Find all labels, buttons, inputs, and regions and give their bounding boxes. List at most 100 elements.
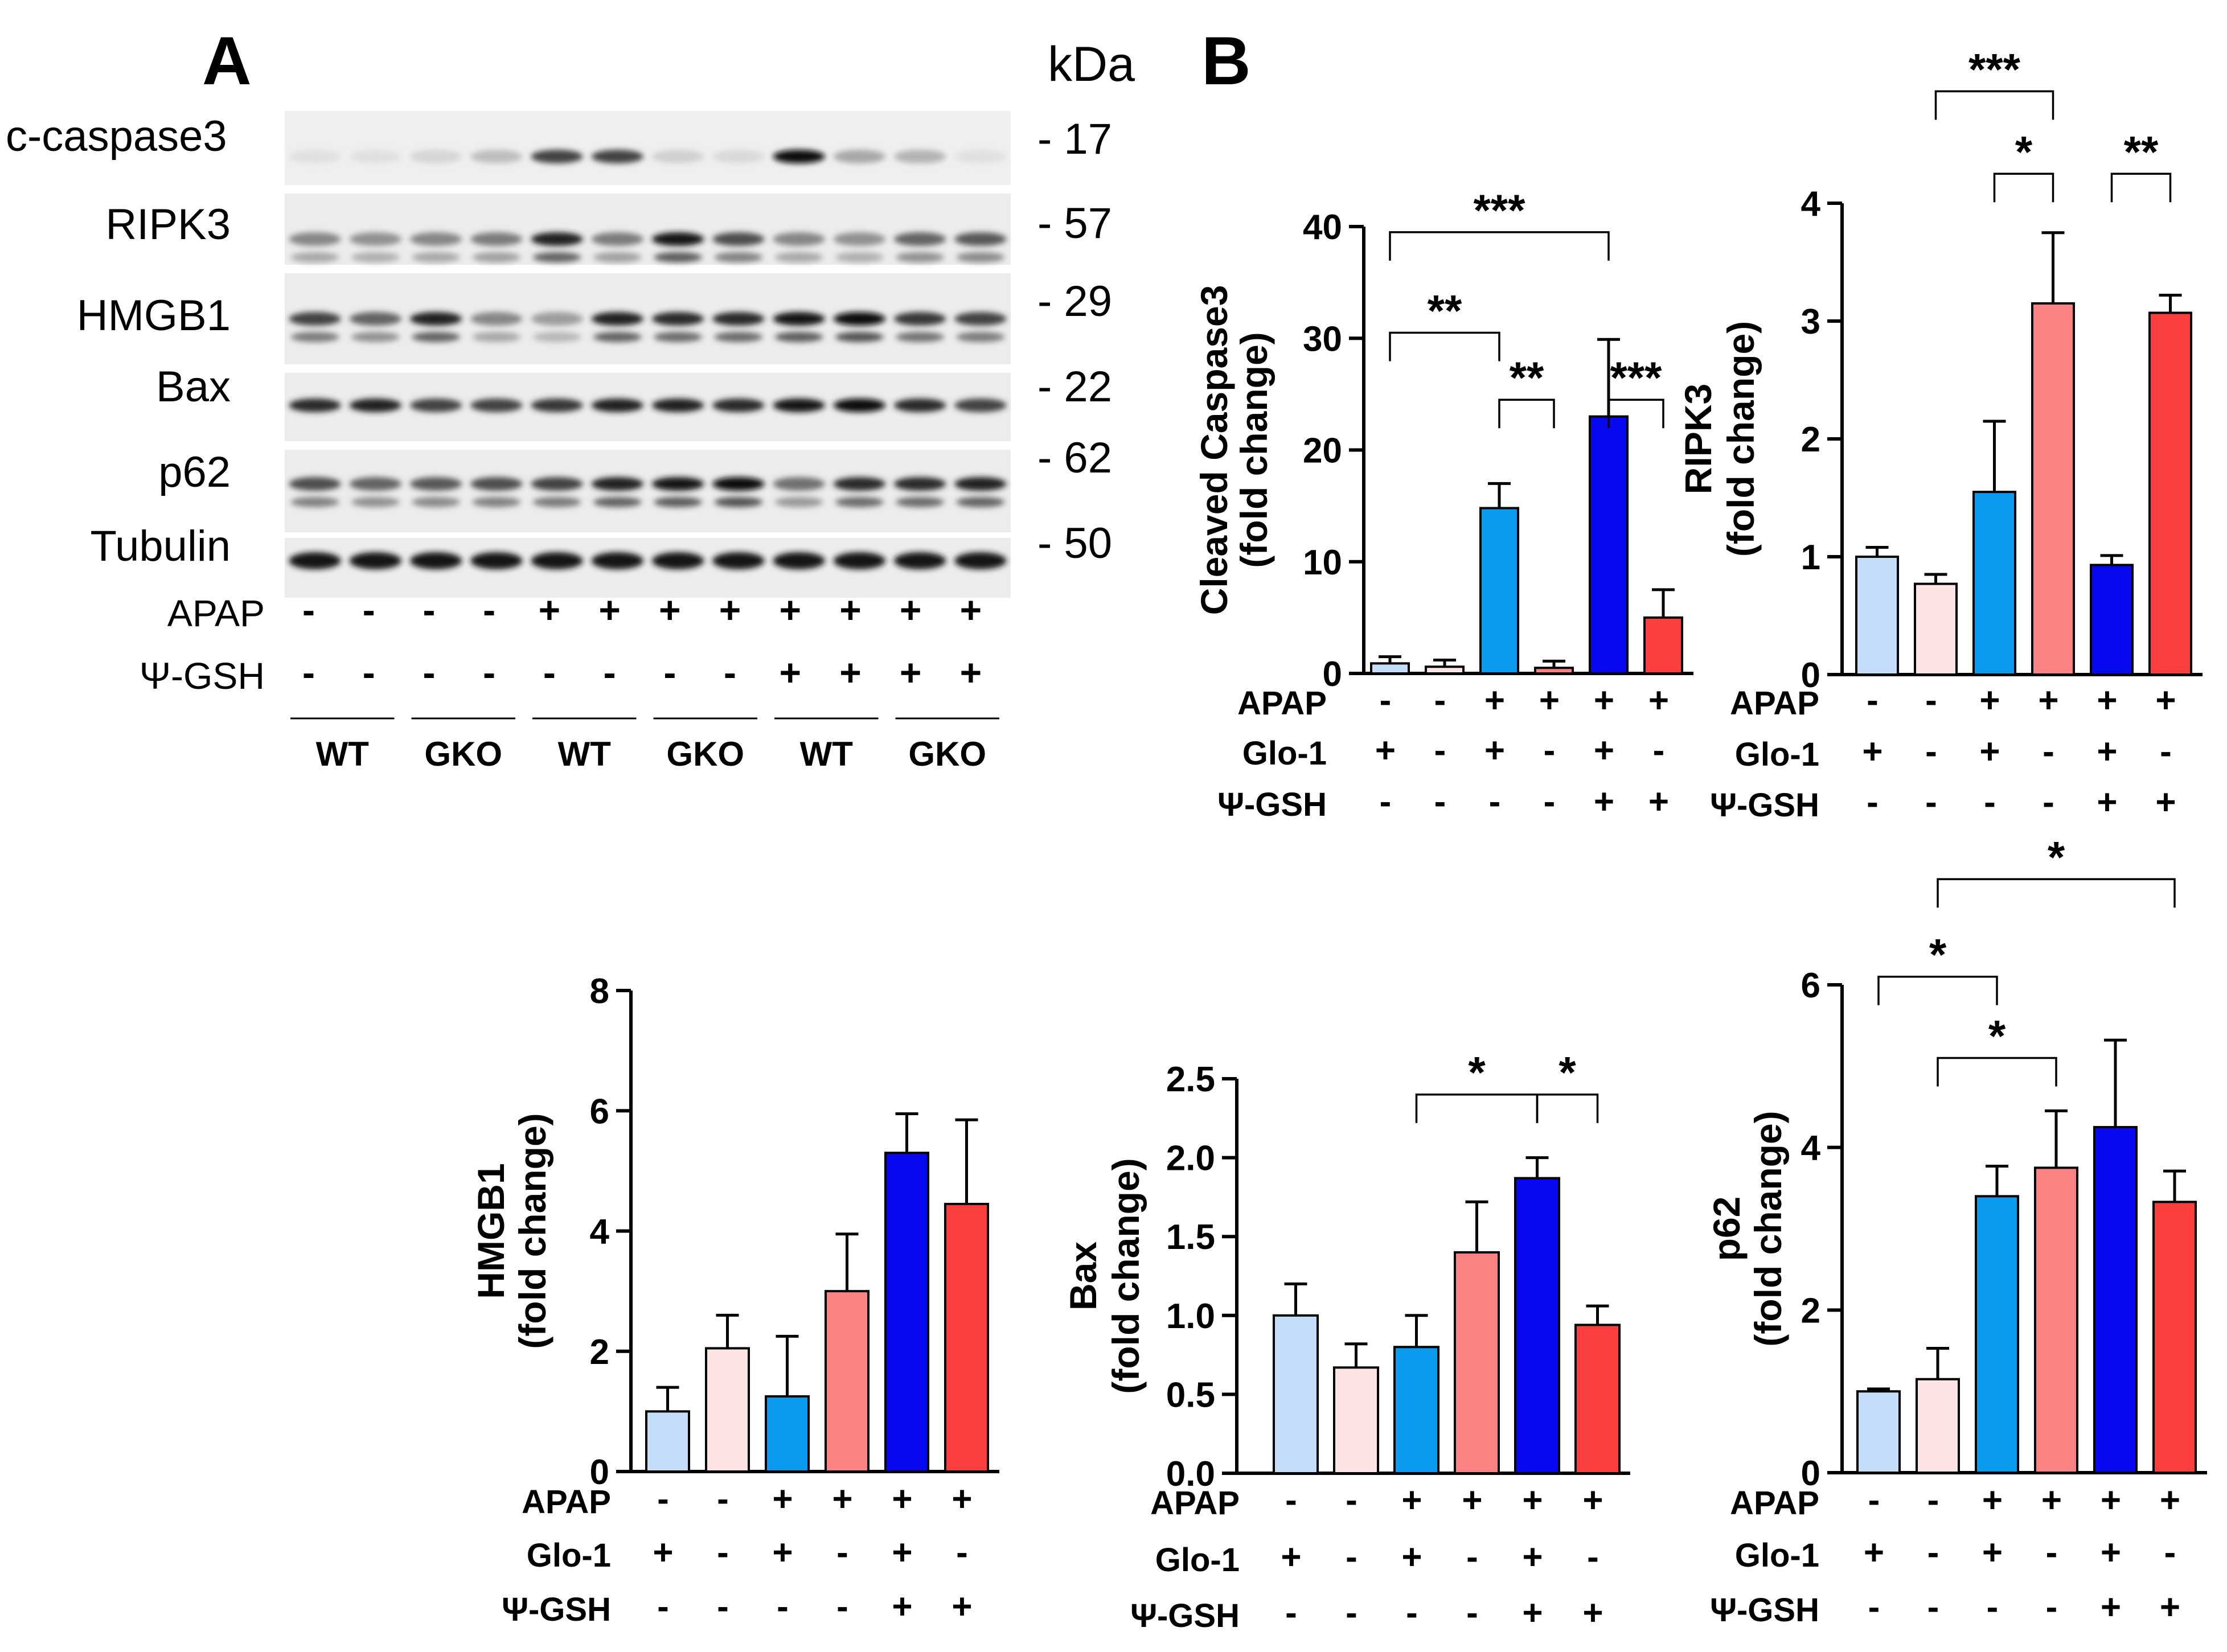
blot-band [531, 312, 583, 326]
treatment-sign: - [2046, 1533, 2058, 1572]
y-axis-label: (fold change) [511, 1113, 553, 1349]
blot-band-lower [593, 252, 642, 262]
significance-bracket [1389, 331, 1500, 361]
blot-band-lower [774, 332, 823, 342]
treatment-sign: + [1484, 731, 1505, 770]
treatment-sign: + [2155, 783, 2176, 822]
treatment-sign: + [2038, 681, 2058, 720]
treatment-sign: + [952, 1480, 972, 1519]
treatment-sign: - [1987, 1588, 1999, 1627]
treatment-sign: + [1582, 1593, 1603, 1633]
blot-band-lower [412, 332, 461, 342]
kda-marker: - 29 [1037, 277, 1112, 326]
blot-band [893, 312, 946, 326]
treatment-row-label: Ψ-GSH [1130, 1597, 1240, 1634]
blot-band [409, 232, 462, 246]
treatment-sign: + [1862, 732, 1883, 771]
blot-band [409, 150, 462, 163]
blot-band-lower [351, 252, 400, 262]
blot-band-lower [593, 497, 642, 507]
blot-band [531, 552, 583, 569]
y-tick-label: 0 [1801, 1454, 1820, 1493]
blot-band-lower [351, 497, 400, 507]
treatment-row-label: Glo-1 [1735, 1537, 1819, 1574]
significance-bracket [1607, 398, 1664, 429]
blot-band [470, 312, 523, 326]
blot-band [893, 150, 946, 163]
blot-band [349, 552, 402, 569]
treatment-sign: - [1380, 782, 1392, 821]
y-tick-label: 8 [590, 972, 609, 1011]
treatment-sign: + [1594, 731, 1614, 770]
treatment-row-label: APAP [1730, 1485, 1819, 1522]
kda-marker: - 62 [1037, 434, 1112, 482]
treatment-row-label: Glo-1 [527, 1537, 611, 1574]
treatment-sign: + [952, 1587, 972, 1626]
treatment-sign: - [1925, 681, 1937, 720]
significance-label: ** [1428, 285, 1462, 335]
blot-band [591, 312, 644, 326]
y-axis-label: HMGB1 [470, 1163, 512, 1298]
treatment-sign: + [2097, 783, 2117, 822]
treatment-sign: + [1979, 681, 2000, 720]
blot-band [531, 232, 583, 246]
treatment-sign: - [1653, 731, 1665, 770]
blot-band [833, 232, 886, 246]
significance-bracket [1415, 1093, 1539, 1123]
treatment-sign: - [836, 1587, 848, 1626]
blot-band-lower [714, 252, 763, 262]
treatment-sign: - [2046, 1588, 2058, 1627]
y-tick-label: 6 [590, 1092, 609, 1131]
blot-band [531, 150, 583, 163]
blot-band [591, 232, 644, 246]
blot-band [470, 398, 523, 412]
bar [1643, 616, 1683, 675]
treatment-sign: - [1927, 1533, 1939, 1572]
treatment-sign: + [1582, 1481, 1603, 1520]
significance-bracket [1877, 975, 1998, 1005]
blot-band [651, 398, 704, 412]
treatment-sign: + [1462, 1481, 1482, 1520]
bar [1514, 1177, 1560, 1474]
treatment-sign: - [363, 651, 375, 693]
blot-band [409, 477, 462, 491]
treatment-sign: - [2164, 1533, 2176, 1572]
blot-label: p62 [158, 448, 231, 496]
y-tick-label: 4 [1801, 1129, 1821, 1168]
blot-band [954, 150, 1007, 163]
treatment-sign: + [892, 1587, 912, 1626]
treatment-sign: + [1648, 681, 1669, 720]
treatment-sign: + [598, 589, 621, 631]
significance-bracket [1536, 1093, 1599, 1123]
blot-band-lower [714, 332, 763, 342]
treatment-sign: + [1522, 1481, 1543, 1520]
bar [1916, 1378, 1960, 1474]
treatment-sign: - [543, 651, 556, 693]
blot-band [773, 477, 825, 491]
blot-band [833, 312, 886, 326]
treatment-sign: + [1982, 1481, 2003, 1520]
blot-band [591, 477, 644, 491]
bar-chart-5: 0 2 4 6 p62 (fold change) * * * APAP - - + + + + Glo-1 + -… [1705, 832, 2207, 1629]
blot-band [470, 150, 523, 163]
blot-band-lower [472, 497, 521, 507]
y-axis-label: p62 [1705, 1197, 1748, 1261]
treatment-sign: + [839, 651, 862, 693]
treatment-sign: + [1281, 1538, 1301, 1577]
group-label: GKO [908, 735, 986, 773]
treatment-sign: + [1484, 681, 1505, 720]
treatment-sign: + [719, 589, 741, 631]
treatment-sign: + [2101, 1588, 2121, 1627]
blot-band-lower [956, 252, 1005, 262]
y-tick-label: 0 [1323, 655, 1342, 694]
blot-band [591, 150, 644, 163]
treatment-sign: + [1982, 1533, 2003, 1572]
significance-label: * [2015, 126, 2033, 176]
treatment-sign: + [2101, 1481, 2121, 1520]
y-axis-label: Cleaved Caspase3 [1193, 285, 1235, 615]
treatment-sign: + [2160, 1588, 2180, 1627]
bar [645, 1410, 690, 1473]
treatment-row-label: Glo-1 [1242, 735, 1327, 772]
significance-bracket [2110, 172, 2172, 203]
